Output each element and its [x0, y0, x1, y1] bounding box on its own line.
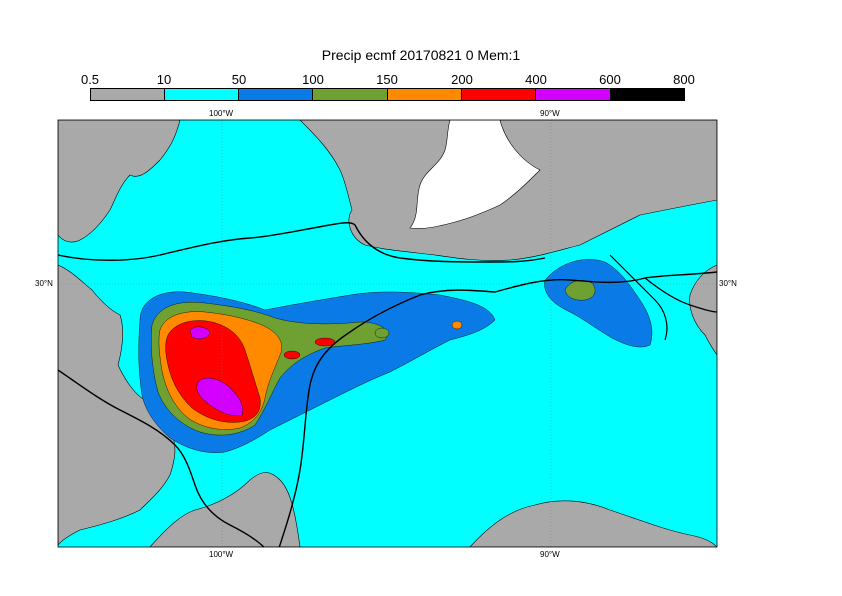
white-region	[409, 120, 541, 229]
legend-label-7: 600	[599, 72, 621, 87]
legend-swatch-3	[313, 88, 388, 101]
texas-border	[58, 222, 546, 263]
state-border-east	[609, 254, 668, 341]
grey-region-south	[149, 472, 301, 547]
legend-swatch-4	[388, 88, 462, 101]
legend-label-2: 50	[231, 72, 247, 87]
grey-region-east	[689, 264, 717, 356]
legend-swatch-1	[165, 88, 239, 101]
legend-label-5: 200	[451, 72, 473, 87]
legend-label-6: 400	[525, 72, 547, 87]
red-spot-1	[283, 350, 301, 360]
legend-swatch-6	[536, 88, 611, 101]
coastline	[278, 271, 717, 547]
magenta-region-1	[196, 377, 243, 416]
lon-label-bottom-100w: 100°W	[209, 550, 234, 559]
state-border-east-2	[644, 277, 717, 313]
red-spot-3	[314, 337, 336, 347]
legend-swatch-5	[462, 88, 536, 101]
legend-label-3: 100	[302, 72, 324, 87]
legend-label-1: 10	[156, 72, 172, 87]
rio-grande	[58, 369, 265, 547]
lon-label-top-100w: 100°W	[209, 109, 234, 118]
legend-frame	[90, 88, 685, 101]
lat-label-right-30n: 30°N	[719, 279, 737, 288]
chart-title: Precip ecmf 20170821 0 Mem:1	[321, 47, 521, 63]
legend-swatch-2	[239, 88, 313, 101]
legend-label-4: 150	[376, 72, 398, 87]
lon-label-top-90w: 90°W	[540, 109, 560, 118]
legend-label-0: 0.5	[80, 72, 100, 87]
legend-label-8: 800	[673, 72, 695, 87]
green-spot	[374, 327, 390, 339]
lat-label-left-30n: 30°N	[35, 279, 53, 288]
grey-region-southeast	[469, 500, 717, 547]
legend-bar	[90, 88, 685, 101]
magenta-region-2	[189, 326, 211, 340]
lon-label-bottom-90w: 90°W	[540, 550, 560, 559]
map-frame	[57, 119, 718, 548]
red-spot-2	[451, 320, 463, 330]
grey-region-northwest	[58, 120, 181, 243]
legend-swatch-0	[90, 88, 165, 101]
